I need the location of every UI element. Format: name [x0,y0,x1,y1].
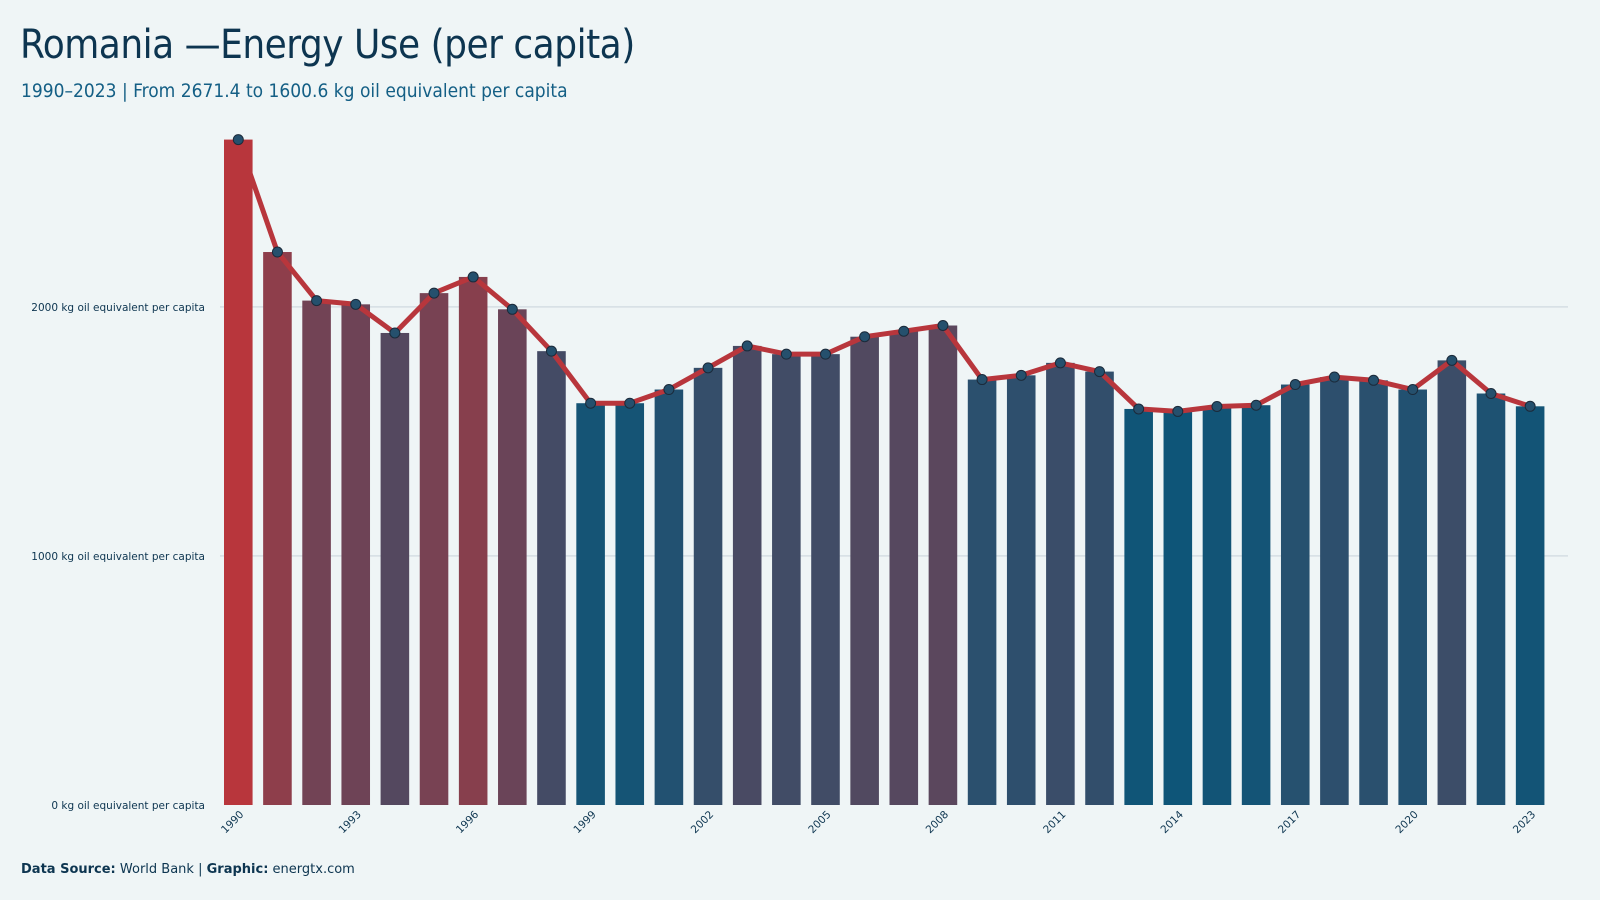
point-1998 [545,345,557,357]
bar-1996 [458,276,488,806]
bar-2005 [811,354,840,805]
point-2016 [1250,399,1262,411]
point-2007 [898,325,910,337]
bar-2021 [1437,360,1467,805]
point-2014 [1172,405,1184,417]
point-1999 [585,397,597,409]
point-2023 [1524,400,1536,412]
point-2004 [780,348,792,360]
y-tick-label: 1000 kg oil equivalent per capita [31,551,205,563]
bar-2006 [850,336,879,805]
x-tick-label: 1996 [454,808,482,836]
point-2000 [624,397,636,409]
x-tick-label: 1999 [571,809,598,836]
point-1995 [428,287,440,299]
series-line [235,137,1533,414]
x-tick-label: 2008 [924,809,951,836]
point-1990 [232,134,244,146]
bar-2018 [1320,377,1349,805]
point-1993 [350,298,362,310]
bar-2002 [693,367,723,805]
point-1992 [311,295,323,307]
chart-subtitle: 1990–2023 | From 2671.4 to 1600.6 kg oil… [21,80,568,102]
bar-2022 [1476,393,1506,805]
x-tick-label: 2017 [1276,809,1303,836]
trend-line [235,137,1533,414]
bar-2020 [1398,389,1427,805]
footer-separator: | [198,862,203,877]
point-2019 [1368,374,1380,386]
bar-2012 [1085,371,1114,805]
data-points [232,134,1536,417]
y-axis-tick-labels: 0 kg oil equivalent per capita 1000 kg oi… [31,302,205,812]
bar-1998 [537,351,566,805]
point-2022 [1485,388,1497,400]
chart-title: Romania —Energy Use (per capita) [20,22,635,68]
point-2011 [1054,357,1066,369]
x-tick-label: 2002 [689,809,716,836]
bar-1994 [380,332,410,805]
point-2013 [1133,403,1145,415]
point-2018 [1328,371,1340,383]
point-1997 [506,303,518,315]
point-2015 [1211,400,1223,412]
bar-2004 [772,354,801,805]
graphic-label: Graphic: [206,862,269,877]
point-2001 [663,384,675,396]
bar-2019 [1359,380,1388,805]
bar-2011 [1046,362,1075,805]
x-tick-label: 1990 [219,809,246,836]
bar-2007 [889,331,919,805]
footer-credits: Data Source: World Bank | Graphic: energ… [21,862,355,877]
point-2017 [1289,379,1301,391]
bar-1992 [302,300,331,805]
point-2003 [741,340,753,352]
point-2012 [1094,366,1106,378]
bar-2014 [1163,411,1193,805]
graphic-value: energtx.com [272,862,355,877]
point-1991 [271,246,283,258]
x-tick-label: 2011 [1041,809,1068,836]
source-label: Data Source: [21,862,116,877]
source-value: World Bank [119,862,194,877]
x-tick-label: 1993 [336,809,363,836]
bar-2017 [1280,384,1310,805]
bar-2023 [1515,406,1545,805]
bar-2016 [1241,405,1271,805]
point-1994 [389,327,401,339]
y-tick-label: 0 kg oil equivalent per capita [51,800,205,812]
point-2006 [859,331,871,343]
x-tick-label: 2020 [1393,809,1420,836]
point-2005 [819,348,831,360]
point-2002 [702,362,714,374]
bar-2009 [967,379,997,805]
bar-1993 [341,304,371,805]
point-2010 [1015,369,1027,381]
x-tick-label: 2005 [806,809,833,836]
point-1996 [467,271,479,283]
point-2021 [1446,354,1458,366]
bar-2000 [615,403,645,805]
bar-2001 [654,389,684,805]
point-2008 [937,320,949,331]
bar-2010 [1006,375,1036,805]
point-2020 [1407,384,1419,396]
bar-1990 [224,139,253,805]
point-2009 [976,374,988,386]
bar-2015 [1202,406,1232,805]
bars [224,139,1545,806]
bar-1991 [263,252,292,805]
x-axis-tick-labels: 1990 1993 1996 1999 2002 2005 2008 2011 2014 2017… [219,808,1538,836]
y-tick-label: 2000 kg oil equivalent per capita [31,302,205,314]
bar-2008 [928,325,958,805]
bar-1997 [498,309,527,805]
x-tick-label: 2014 [1159,808,1187,836]
bar-1995 [419,293,449,805]
x-tick-label: 2023 [1511,809,1538,836]
bar-1999 [576,403,605,805]
bar-2003 [732,345,762,805]
bar-2013 [1124,408,1153,805]
